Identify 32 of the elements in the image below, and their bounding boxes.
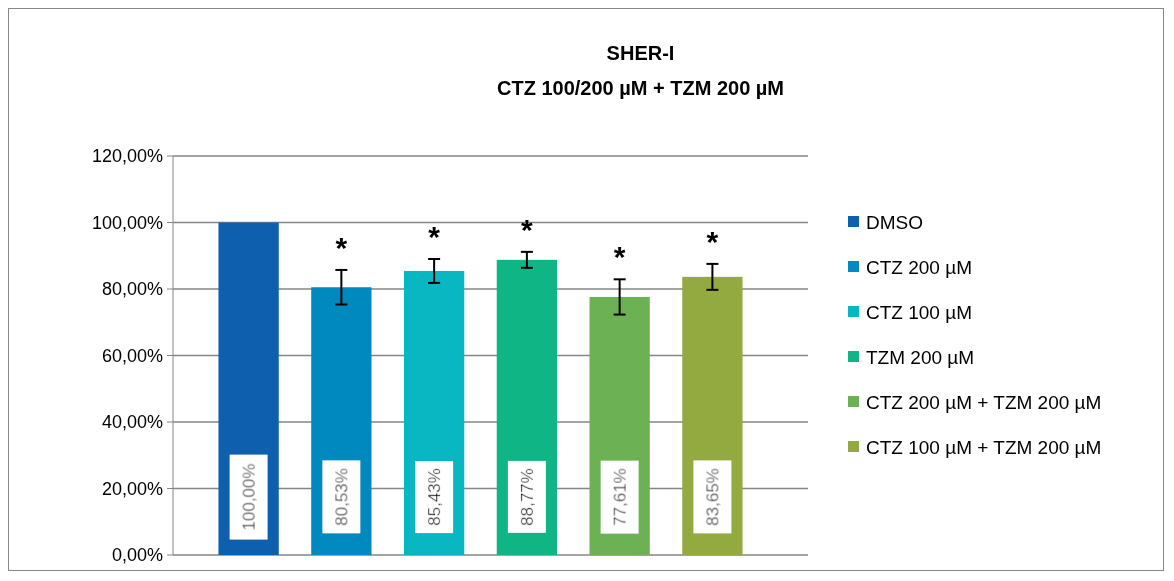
y-tick-label: 120,00% xyxy=(91,146,163,166)
data-label: 88,77% xyxy=(517,468,537,526)
legend-label: TZM 200 µM xyxy=(866,346,975,368)
data-label: 83,65% xyxy=(702,468,722,526)
annotation: * xyxy=(706,224,719,258)
bar xyxy=(496,259,558,555)
bar xyxy=(682,276,743,555)
chart-subtitle: CTZ 100/200 µM + TZM 200 µM xyxy=(496,77,785,99)
data-label: 80,53% xyxy=(331,468,351,526)
bar xyxy=(218,222,279,555)
legend-label: CTZ 200 µM xyxy=(866,256,972,278)
bar xyxy=(311,287,372,555)
y-tick-label: 0,00% xyxy=(111,545,163,565)
y-tick-label: 80,00% xyxy=(101,279,163,299)
data-label: 85,43% xyxy=(424,468,444,526)
annotation: * xyxy=(613,240,626,274)
annotation: * xyxy=(428,219,441,253)
legend-label: CTZ 100 µM xyxy=(866,301,972,323)
data-label: 77,61% xyxy=(610,468,630,526)
legend-label: DMSO xyxy=(866,211,923,233)
data-label: 100,00% xyxy=(239,463,259,531)
y-tick-label: 40,00% xyxy=(101,412,163,432)
bar xyxy=(403,270,465,555)
y-tick-label: 60,00% xyxy=(101,345,163,366)
bar xyxy=(589,296,650,555)
chart-title: SHER-I xyxy=(606,42,675,64)
legend-label: CTZ 200 µM + TZM 200 µM xyxy=(866,391,1102,413)
legend-label: CTZ 100 µM + TZM 200 µM xyxy=(866,436,1102,458)
annotation: * xyxy=(521,212,534,246)
y-tick-label: 20,00% xyxy=(101,478,163,499)
y-tick-label: 100,00% xyxy=(91,212,163,233)
annotation: * xyxy=(335,230,348,264)
